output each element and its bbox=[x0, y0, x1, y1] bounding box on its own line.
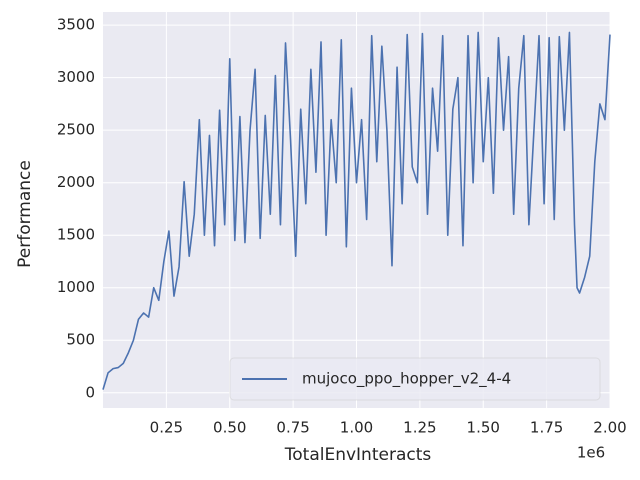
x-axis-label: TotalEnvInteracts bbox=[284, 445, 432, 465]
y-tick-label: 1500 bbox=[57, 226, 95, 244]
x-tick-label: 1.25 bbox=[403, 419, 436, 437]
data-line bbox=[102, 31, 611, 390]
x-tick-label: 0.25 bbox=[150, 419, 183, 437]
legend-box bbox=[229, 357, 601, 401]
y-tick-label: 3500 bbox=[57, 16, 95, 34]
y-tick-label: 0 bbox=[85, 383, 95, 401]
x-tick-label: 0.50 bbox=[213, 419, 246, 437]
x-tick-label: 1.75 bbox=[530, 419, 563, 437]
x-tick-label: 1.00 bbox=[340, 419, 373, 437]
y-tick-label: 3000 bbox=[57, 68, 95, 86]
y-tick-label: 2500 bbox=[57, 121, 95, 139]
x-tick-label: 0.75 bbox=[276, 419, 309, 437]
y-axis-label: Performance bbox=[15, 160, 35, 268]
y-tick-label: 1000 bbox=[57, 278, 95, 296]
y-tick-label: 2000 bbox=[57, 173, 95, 191]
y-tick-label: 500 bbox=[66, 331, 95, 349]
x-offset-label: 1e6 bbox=[577, 444, 605, 462]
x-tick-label: 2.00 bbox=[593, 419, 626, 437]
legend-label: mujoco_ppo_hopper_v2_4-4 bbox=[302, 370, 511, 389]
x-tick-label: 1.50 bbox=[467, 419, 500, 437]
